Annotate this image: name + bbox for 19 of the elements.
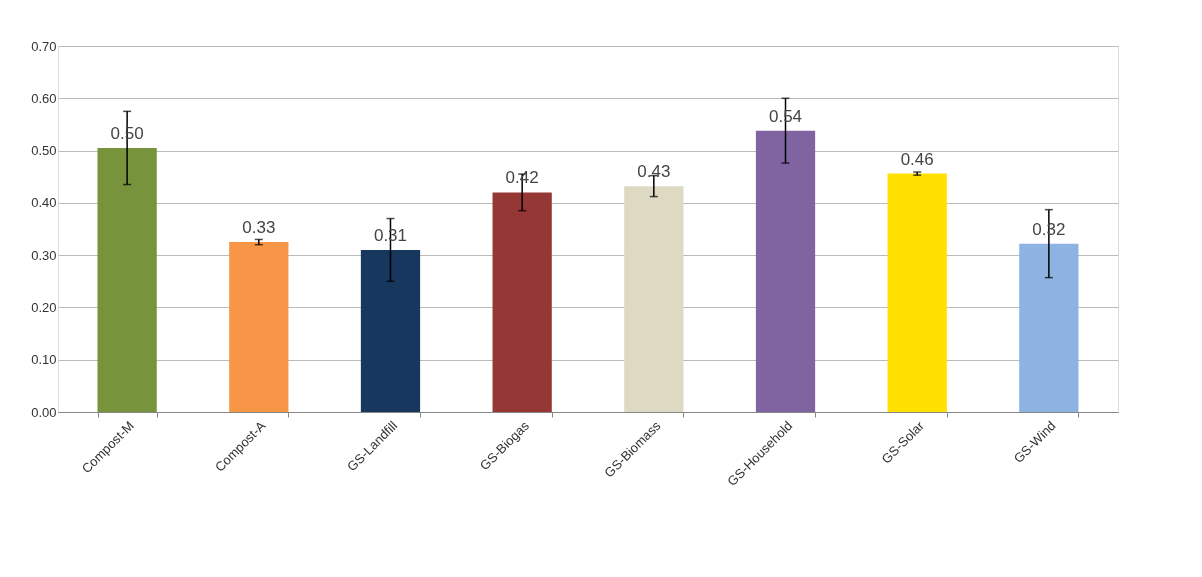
bar [97,147,157,412]
y-tick-label: 0.30 [31,247,57,263]
y-tick-label: 0.20 [31,299,57,315]
data-label: 0.46 [900,149,934,169]
bar [360,249,421,412]
y-tick-label: 0.00 [31,404,57,420]
y-tick-label: 0.10 [31,352,57,368]
bar [755,130,816,412]
y-tick-label: 0.60 [31,90,57,106]
bar [887,173,947,412]
data-label: 0.33 [242,218,276,238]
bar [492,192,552,412]
data-label: 0.43 [637,162,671,182]
bar [229,242,289,412]
bar [1019,243,1079,412]
bar [624,186,684,412]
y-tick-label: 0.40 [31,195,57,211]
y-tick-label: 0.50 [31,143,57,159]
y-tick-label: 0.70 [31,38,57,54]
